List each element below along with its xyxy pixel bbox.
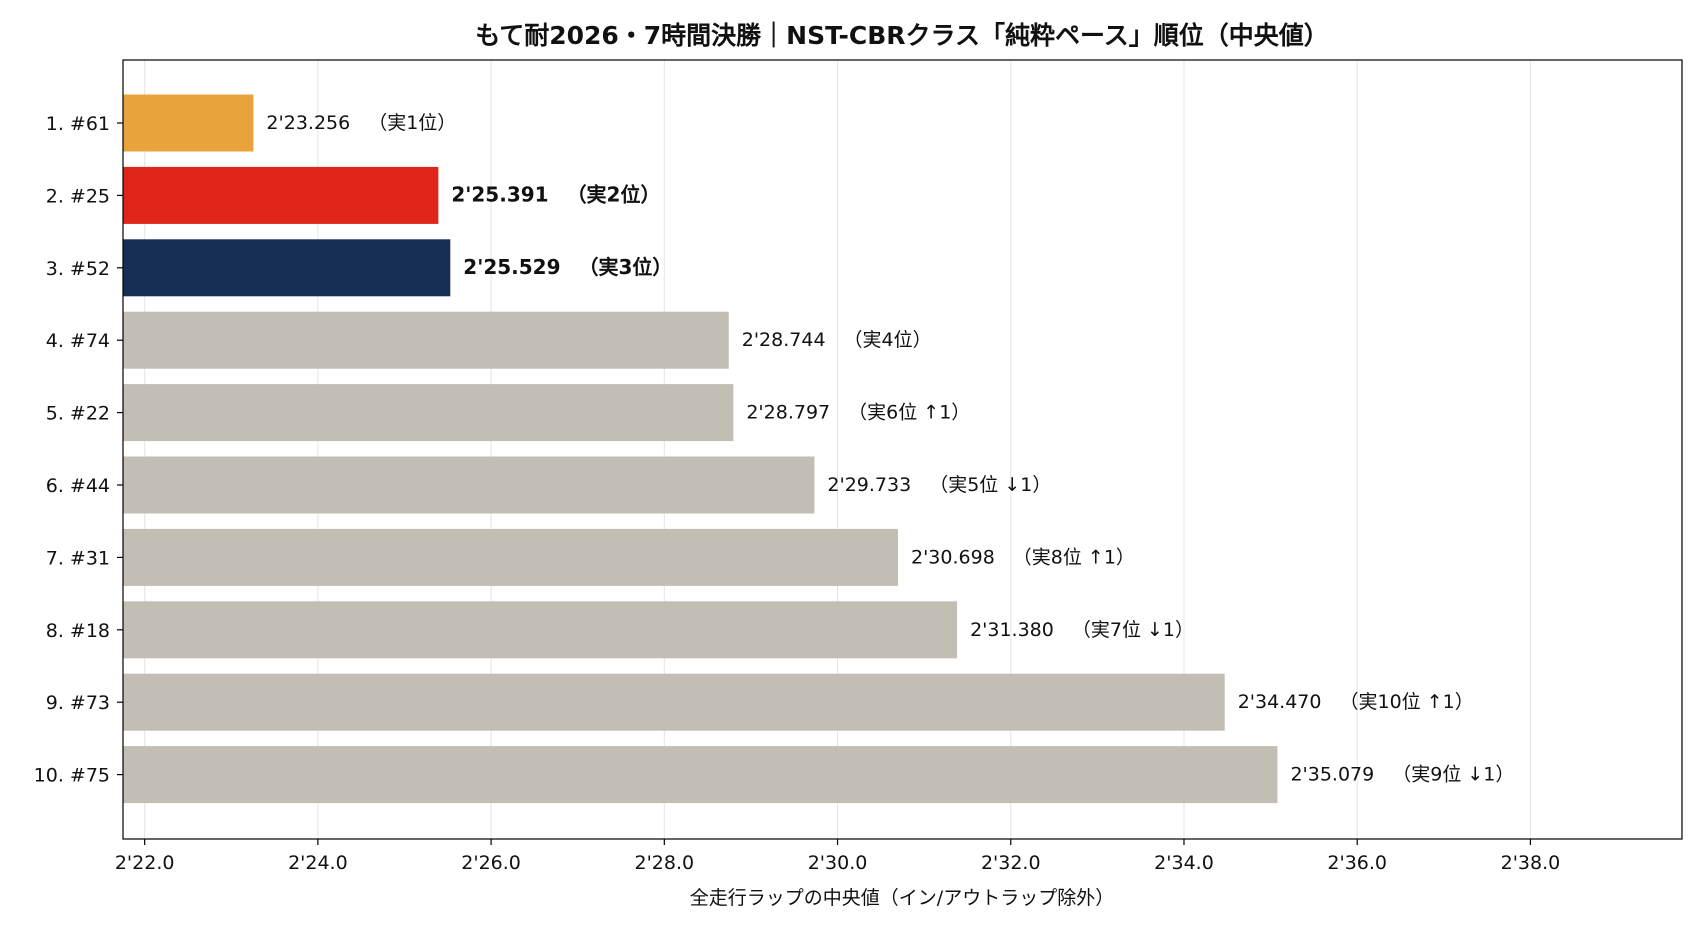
data-label: 2'28.797 （実6位 ↑1）	[746, 402, 970, 424]
data-label-value: 2'29.733	[827, 474, 911, 496]
bar	[123, 166, 439, 224]
y-tick-label: 10. #75	[34, 765, 110, 787]
x-tick-label: 2'30.0	[808, 852, 868, 874]
y-tick-label: 3. #52	[46, 258, 110, 280]
data-label: 2'31.380 （実7位 ↓1）	[970, 619, 1194, 641]
data-label: 2'35.079 （実9位 ↓1）	[1290, 764, 1514, 786]
plot-area	[122, 59, 1683, 840]
data-label-annotation: （実7位 ↓1）	[1072, 619, 1194, 641]
data-label: 2'23.256 （実1位）	[266, 112, 456, 134]
data-label-annotation: （実2位）	[567, 182, 661, 206]
data-label-value: 2'25.391	[451, 182, 548, 206]
bar	[123, 746, 1278, 804]
data-label: 2'34.470 （実10位 ↑1）	[1238, 691, 1474, 713]
x-tick-label: 2'24.0	[288, 852, 348, 874]
data-label: 2'25.529 （実3位）	[463, 255, 672, 279]
data-label-annotation: （実3位）	[579, 255, 673, 279]
data-label-value: 2'30.698	[911, 546, 995, 568]
data-label-annotation: （実8位 ↑1）	[1013, 546, 1135, 568]
x-axis-label: 全走行ラップの中央値（イン/アウトラップ除外）	[690, 887, 1114, 909]
data-label-annotation: （実1位）	[368, 112, 456, 134]
data-label: 2'29.733 （実5位 ↓1）	[827, 474, 1051, 496]
x-tick-label: 2'26.0	[461, 852, 521, 874]
data-label-value: 2'31.380	[970, 619, 1054, 641]
bar	[123, 601, 958, 659]
y-tick-label: 1. #61	[46, 113, 110, 135]
bars	[123, 94, 1278, 804]
data-label-value: 2'25.529	[463, 255, 560, 279]
bar	[123, 384, 734, 442]
bar	[123, 528, 898, 586]
bar	[123, 94, 254, 152]
y-tick-label: 5. #22	[46, 403, 110, 425]
data-label-annotation: （実9位 ↓1）	[1392, 764, 1514, 786]
data-label-annotation: （実10位 ↑1）	[1339, 691, 1473, 713]
data-label: 2'25.391 （実2位）	[451, 182, 660, 206]
x-tick-label: 2'36.0	[1327, 852, 1387, 874]
x-axis: 2'22.0 2'24.0 2'26.0 2'28.0 2'30.0 2'32.0 2'34…	[115, 839, 1560, 874]
data-label-annotation: （実6位 ↑1）	[848, 402, 970, 424]
data-label-value: 2'23.256	[266, 112, 350, 134]
data-label-annotation: （実5位 ↓1）	[929, 474, 1051, 496]
bar	[123, 673, 1225, 731]
data-label-value: 2'35.079	[1290, 764, 1374, 786]
y-tick-label: 2. #25	[46, 185, 110, 207]
y-axis: 1. #61 2. #25 3. #52 4. #74 5. #22 6. #44 7. #…	[34, 113, 123, 787]
data-label-annotation: （実4位）	[844, 329, 932, 351]
x-tick-label: 2'22.0	[115, 852, 175, 874]
y-tick-label: 4. #74	[46, 330, 110, 352]
chart-title: もて耐2026・7時間決勝｜NST-CBRクラス「純粋ペース」順位（中央値）	[475, 21, 1329, 50]
data-labels: 2'23.256 （実1位）2'25.391 （実2位）2'25.529 （実3位）2…	[266, 112, 1514, 786]
bar	[123, 311, 729, 369]
data-label-value: 2'28.744	[742, 329, 826, 351]
data-label: 2'30.698 （実8位 ↑1）	[911, 546, 1135, 568]
data-label-value: 2'34.470	[1238, 691, 1322, 713]
x-tick-label: 2'32.0	[981, 852, 1041, 874]
y-tick-label: 8. #18	[46, 620, 110, 642]
data-label-value: 2'28.797	[746, 402, 830, 424]
data-label: 2'28.744 （実4位）	[742, 329, 932, 351]
x-tick-label: 2'28.0	[635, 852, 695, 874]
y-tick-label: 7. #31	[46, 547, 110, 569]
bar	[123, 456, 815, 514]
y-tick-label: 9. #73	[46, 692, 110, 714]
x-tick-label: 2'34.0	[1154, 852, 1214, 874]
bar	[123, 239, 451, 297]
y-tick-label: 6. #44	[46, 475, 110, 497]
x-tick-label: 2'38.0	[1501, 852, 1561, 874]
